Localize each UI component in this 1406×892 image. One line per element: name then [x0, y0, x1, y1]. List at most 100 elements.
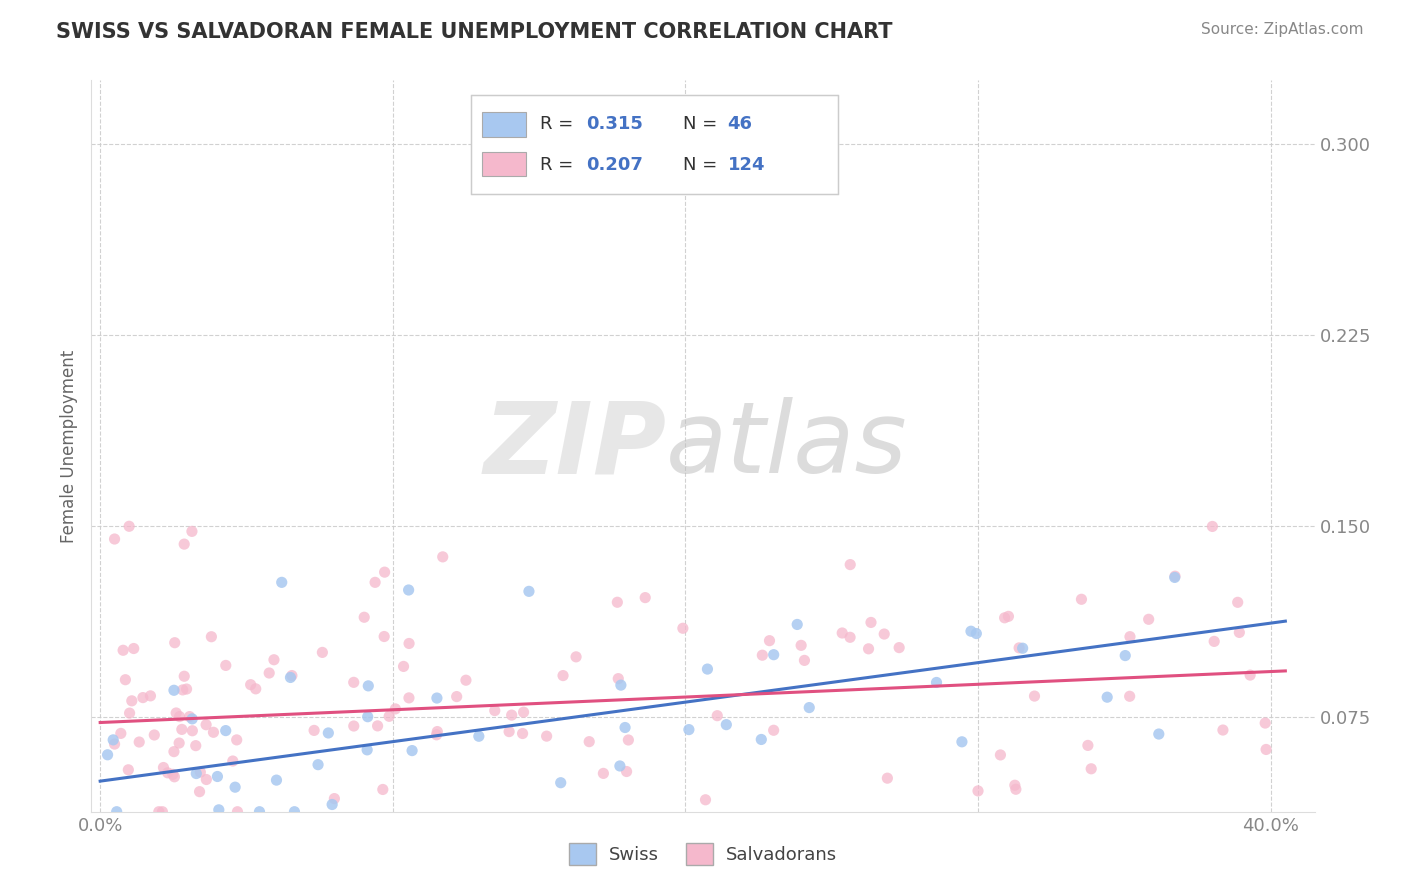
- Point: [967, 784, 990, 798]
- Point: [321, 797, 343, 812]
- Point: [454, 673, 477, 688]
- Point: [1164, 569, 1187, 583]
- Point: [148, 805, 170, 819]
- Point: [181, 712, 204, 726]
- Point: [793, 653, 815, 667]
- Point: [1080, 762, 1102, 776]
- Point: [512, 705, 534, 719]
- Point: [167, 736, 190, 750]
- Point: [468, 729, 491, 743]
- Point: [696, 662, 718, 676]
- Point: [536, 729, 558, 743]
- Point: [163, 683, 186, 698]
- Point: [1118, 690, 1140, 704]
- Point: [357, 709, 380, 723]
- Point: [512, 726, 534, 740]
- Point: [173, 669, 195, 683]
- Point: [398, 636, 420, 650]
- Point: [225, 732, 247, 747]
- Point: [716, 717, 738, 731]
- Point: [318, 726, 340, 740]
- Text: SWISS VS SALVADORAN FEMALE UNEMPLOYMENT CORRELATION CHART: SWISS VS SALVADORAN FEMALE UNEMPLOYMENT …: [56, 22, 893, 42]
- Point: [364, 575, 387, 590]
- Point: [614, 721, 637, 735]
- Point: [1164, 570, 1187, 584]
- Point: [401, 743, 423, 757]
- Point: [117, 763, 139, 777]
- Point: [179, 709, 201, 723]
- Point: [997, 609, 1019, 624]
- Point: [398, 582, 420, 597]
- Point: [859, 615, 882, 630]
- Point: [307, 757, 329, 772]
- Point: [118, 706, 141, 720]
- Point: [994, 611, 1017, 625]
- Point: [1095, 690, 1118, 705]
- Point: [1005, 782, 1028, 797]
- Point: [249, 805, 271, 819]
- Point: [226, 805, 249, 819]
- Point: [122, 641, 145, 656]
- Point: [356, 743, 378, 757]
- Text: ZIP: ZIP: [484, 398, 666, 494]
- Point: [378, 709, 401, 723]
- Point: [208, 803, 231, 817]
- Point: [202, 725, 225, 739]
- Point: [432, 549, 454, 564]
- Point: [695, 793, 717, 807]
- Point: [97, 747, 120, 762]
- Point: [1212, 723, 1234, 737]
- Point: [103, 732, 125, 747]
- Point: [1119, 630, 1142, 644]
- Point: [762, 648, 785, 662]
- Point: [357, 679, 380, 693]
- Point: [143, 728, 166, 742]
- Point: [1239, 668, 1261, 682]
- Point: [172, 682, 194, 697]
- Point: [858, 641, 880, 656]
- Point: [498, 724, 520, 739]
- Point: [839, 630, 862, 644]
- Point: [270, 575, 292, 590]
- Point: [1147, 727, 1170, 741]
- Point: [103, 532, 125, 546]
- Point: [245, 681, 267, 696]
- Point: [1201, 519, 1223, 533]
- Point: [353, 610, 375, 624]
- Point: [163, 636, 186, 650]
- Point: [960, 624, 983, 639]
- Point: [565, 649, 588, 664]
- Point: [501, 708, 523, 723]
- Point: [281, 668, 304, 682]
- Point: [749, 732, 772, 747]
- Point: [965, 626, 987, 640]
- Point: [1008, 640, 1031, 655]
- Point: [215, 723, 238, 738]
- Point: [1077, 739, 1099, 753]
- Point: [1204, 634, 1226, 648]
- Point: [876, 771, 898, 785]
- Point: [446, 690, 468, 704]
- Point: [181, 723, 204, 738]
- Point: [156, 765, 179, 780]
- Point: [799, 700, 821, 714]
- Point: [786, 617, 808, 632]
- Point: [678, 723, 700, 737]
- Point: [517, 584, 540, 599]
- Point: [426, 724, 449, 739]
- Legend: Swiss, Salvadorans: Swiss, Salvadorans: [562, 836, 844, 872]
- Point: [392, 659, 415, 673]
- Point: [110, 726, 132, 740]
- Point: [751, 648, 773, 663]
- Point: [173, 537, 195, 551]
- Point: [103, 737, 125, 751]
- Point: [425, 728, 447, 742]
- Point: [367, 719, 389, 733]
- Point: [139, 689, 162, 703]
- Point: [343, 675, 366, 690]
- Point: [311, 645, 333, 659]
- Point: [280, 670, 302, 684]
- Point: [1226, 595, 1249, 609]
- Point: [207, 770, 229, 784]
- Point: [302, 723, 325, 738]
